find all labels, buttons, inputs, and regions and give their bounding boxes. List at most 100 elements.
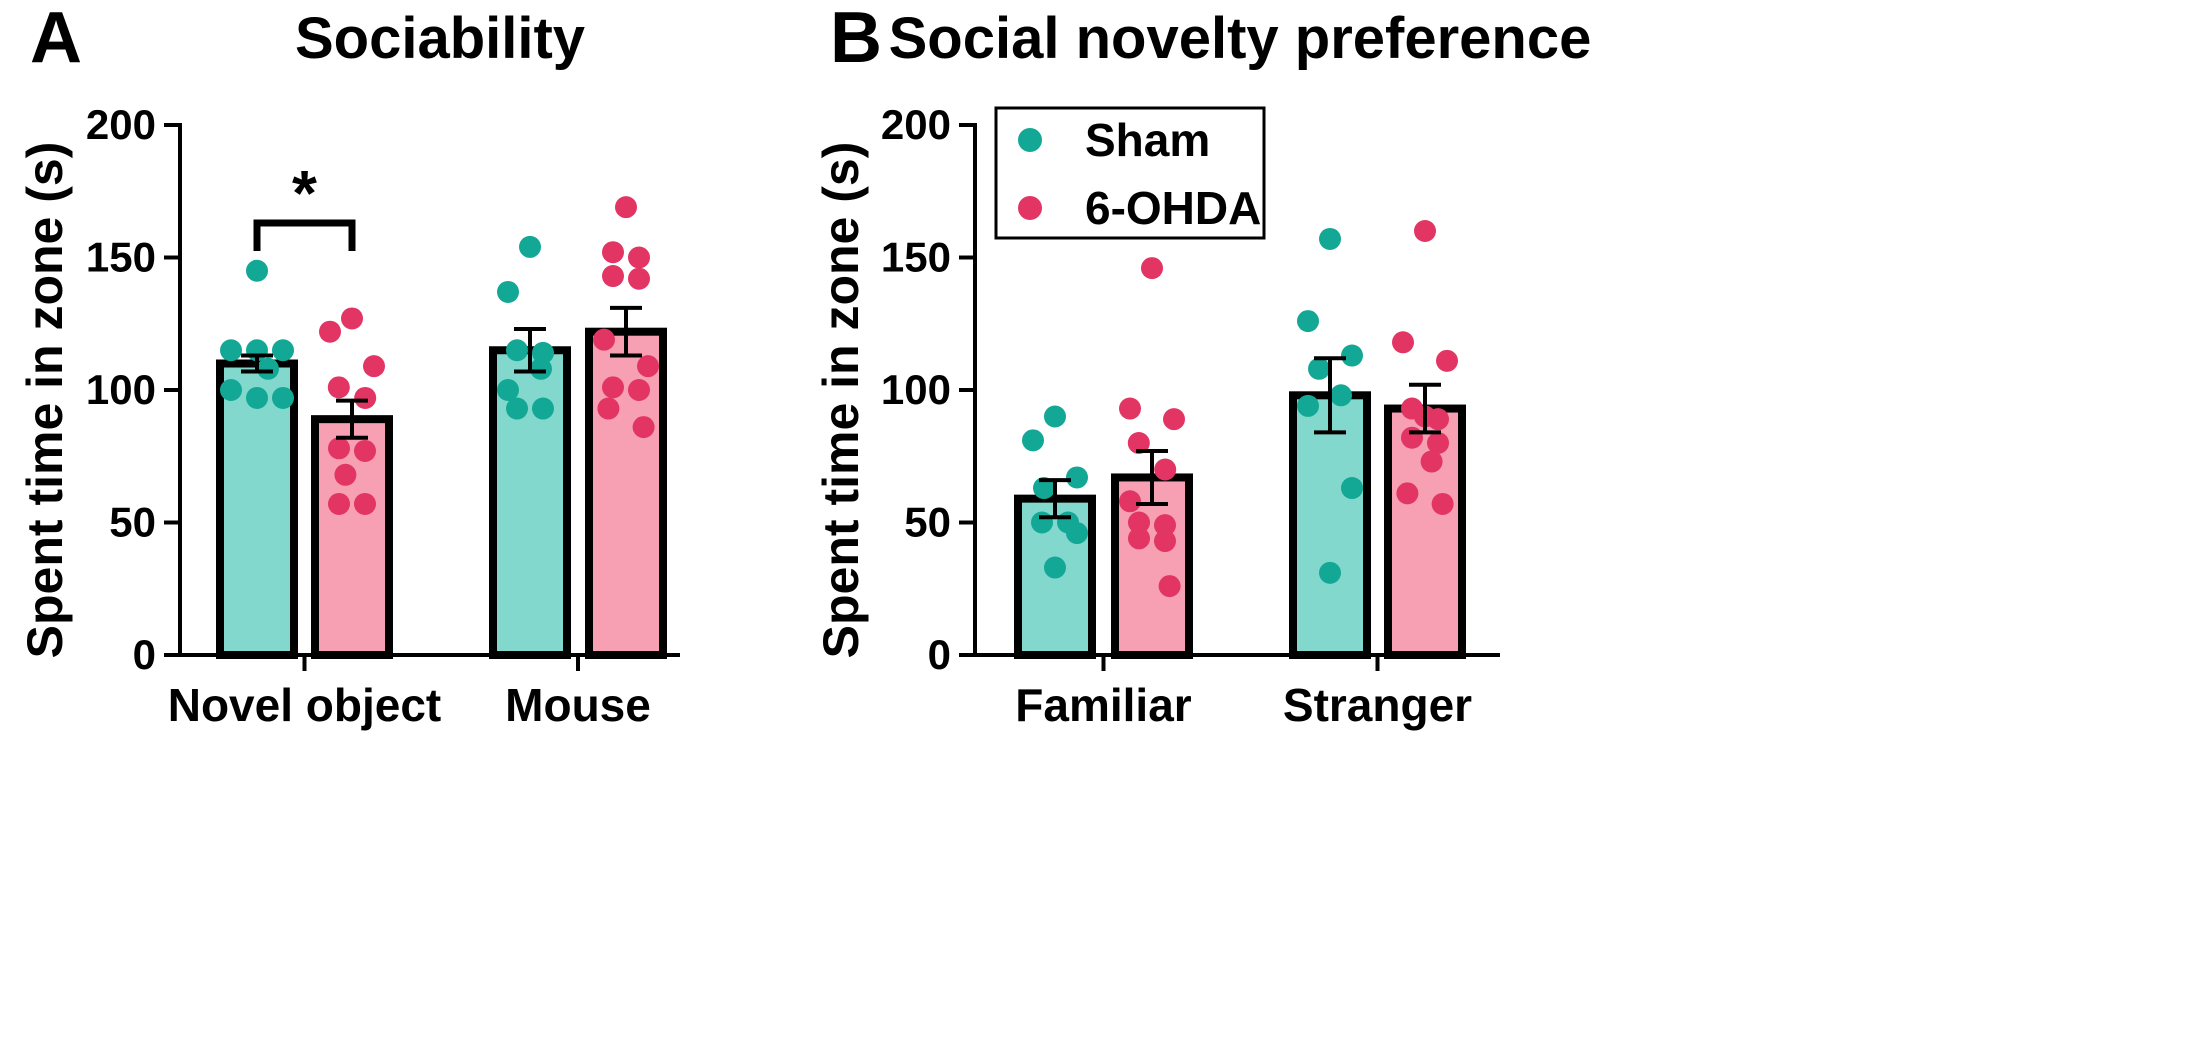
legend: Sham 6-OHDA	[994, 106, 1266, 240]
data-point	[354, 439, 376, 462]
y-tick-label: 0	[133, 631, 156, 678]
y-tick-label: 150	[881, 234, 951, 281]
bar-6ohda-stranger	[1384, 404, 1466, 659]
data-point	[1066, 522, 1088, 545]
data-point	[1044, 405, 1066, 428]
data-point	[354, 492, 376, 515]
data-point	[628, 379, 650, 401]
legend-label: 6-OHDA	[1085, 182, 1261, 234]
data-point	[1128, 511, 1150, 534]
chart-title: Sociability	[295, 6, 585, 71]
data-point	[1141, 257, 1163, 280]
data-point	[1127, 432, 1150, 454]
data-point	[1396, 482, 1419, 505]
y-tick-label: 0	[928, 631, 951, 678]
y-tick-label: 50	[109, 499, 156, 546]
data-point	[1119, 490, 1141, 513]
x-tick-label: Familiar	[1015, 679, 1192, 731]
data-point	[1330, 384, 1352, 407]
data-point	[1401, 426, 1423, 449]
data-point	[220, 339, 242, 362]
y-tick-label: 150	[86, 234, 156, 281]
data-point	[1414, 220, 1436, 242]
data-point	[1297, 394, 1319, 417]
data-point	[1308, 357, 1330, 380]
data-point	[1297, 310, 1319, 333]
data-point	[519, 235, 541, 258]
data-point	[593, 328, 615, 351]
data-point	[1128, 527, 1150, 550]
data-point	[272, 339, 294, 362]
data-point	[1154, 514, 1176, 537]
x-tick-label: Mouse	[505, 679, 651, 731]
data-point	[1154, 458, 1177, 481]
data-point	[597, 397, 620, 420]
significance-star: *	[292, 157, 317, 229]
y-tick-label: 200	[881, 101, 951, 148]
data-point	[615, 196, 637, 219]
data-point	[506, 339, 528, 362]
data-point	[1341, 477, 1363, 500]
bar-6ohda-mouse	[585, 327, 667, 659]
legend-marker	[1018, 128, 1042, 152]
data-point	[1436, 349, 1458, 372]
data-point	[1033, 477, 1055, 500]
panel-letter: A	[30, 0, 82, 78]
data-point	[1431, 492, 1454, 515]
data-point	[1427, 408, 1449, 431]
x-tick-label: Novel object	[168, 679, 442, 731]
data-point	[628, 267, 650, 290]
data-point	[1420, 450, 1443, 473]
data-point	[246, 259, 268, 282]
data-point	[220, 379, 242, 401]
data-point	[1392, 331, 1414, 354]
y-axis-label: Spent time in zone (s)	[17, 142, 73, 659]
data-point	[1341, 344, 1363, 367]
significance-bracket	[253, 219, 356, 251]
data-point	[497, 379, 519, 401]
data-point	[341, 307, 363, 330]
y-tick-label: 200	[86, 101, 156, 148]
data-point	[1022, 429, 1044, 452]
data-point	[506, 397, 528, 420]
data-point	[628, 246, 650, 269]
data-point	[497, 280, 519, 303]
data-point	[602, 376, 624, 399]
data-point	[1044, 556, 1066, 579]
legend-label: Sham	[1085, 114, 1210, 166]
data-point	[1031, 511, 1053, 534]
data-point	[1319, 561, 1341, 584]
data-point	[334, 463, 357, 486]
data-point	[637, 355, 659, 378]
data-point	[319, 320, 341, 343]
data-point	[1154, 530, 1176, 553]
data-point	[257, 357, 279, 380]
legend-box	[994, 106, 1266, 240]
data-point	[363, 355, 385, 378]
data-point	[328, 437, 350, 460]
data-point	[1158, 575, 1181, 598]
y-tick-label: 100	[86, 366, 156, 413]
data-point	[272, 386, 294, 409]
data-point	[530, 357, 552, 380]
data-point	[246, 386, 268, 409]
data-point	[354, 386, 377, 409]
data-point	[1427, 432, 1449, 454]
data-point	[328, 492, 350, 515]
bar-6ohda-novel-object	[311, 415, 393, 659]
data-point	[632, 416, 655, 439]
y-tick-label: 100	[881, 366, 951, 413]
data-point	[532, 397, 554, 420]
chart-title: Social novelty preference	[889, 6, 1592, 71]
x-tick-label: Stranger	[1283, 679, 1472, 731]
data-point	[602, 265, 624, 288]
panel-letter: B	[830, 0, 882, 78]
data-point	[327, 376, 350, 399]
data-point	[602, 241, 624, 264]
chart-panel-b: B Social novelty preference Spent time in …	[813, 0, 1591, 731]
legend-marker	[1018, 196, 1042, 220]
y-axis-label: Spent time in zone (s)	[813, 142, 869, 659]
bar-sham-novel-object	[216, 359, 298, 659]
y-tick-label: 50	[904, 499, 951, 546]
